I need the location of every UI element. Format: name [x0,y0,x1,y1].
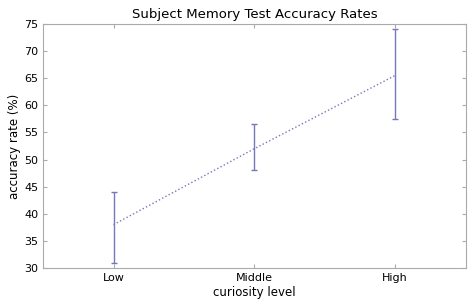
Y-axis label: accuracy rate (%): accuracy rate (%) [9,93,21,199]
X-axis label: curiosity level: curiosity level [213,286,296,299]
Title: Subject Memory Test Accuracy Rates: Subject Memory Test Accuracy Rates [132,8,377,21]
